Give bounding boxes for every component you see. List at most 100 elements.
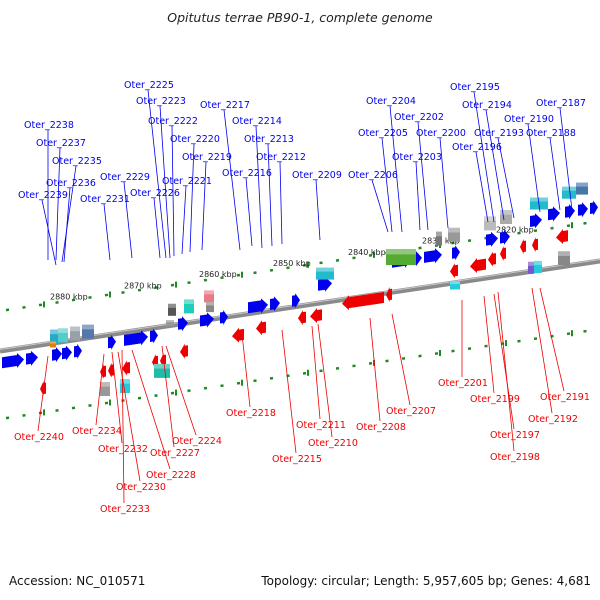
feature-block-sheen <box>528 261 534 266</box>
feature-block <box>484 216 496 231</box>
reverse-label-leader <box>165 345 197 436</box>
feature-block-sheen <box>448 227 460 233</box>
feature-block <box>558 251 570 266</box>
reverse-label-leader <box>311 325 321 420</box>
reverse-gene-label: Oter_2215 <box>272 454 322 465</box>
forward-label-leader <box>123 181 133 259</box>
reverse-gene-arrow <box>298 310 306 326</box>
forward-gene-label: Oter_2203 <box>392 152 442 163</box>
forward-gene-arrow <box>124 330 148 346</box>
feature-block-sheen <box>530 197 548 202</box>
tick-label-kbp: 2870 kbp <box>124 281 162 290</box>
forward-gene-arrow <box>220 310 228 326</box>
forward-gene-label: Oter_2202 <box>394 112 444 123</box>
reverse-label-leader <box>493 293 515 430</box>
forward-gene-arrow <box>292 293 300 309</box>
reverse-gene-arrow <box>342 291 384 311</box>
feature-block <box>184 299 194 314</box>
forward-gene-arrow <box>318 276 332 292</box>
forward-gene-label: Oter_2236 <box>46 178 96 189</box>
page-title: Opitutus terrae PB90-1, complete genome <box>167 10 433 25</box>
feature-block-sheen <box>82 324 94 330</box>
forward-label-leader <box>497 137 515 219</box>
forward-gene-label: Oter_2194 <box>462 100 512 111</box>
feature-block <box>154 363 170 378</box>
feature-block-sheen <box>120 379 130 384</box>
feature-block-sheen <box>534 260 542 265</box>
reverse-label-leader <box>391 313 411 406</box>
forward-gene-label: Oter_2223 <box>136 96 186 107</box>
feature-block <box>436 231 442 246</box>
reverse-gene-label: Oter_2224 <box>172 436 222 447</box>
reverse-gene-arrow <box>500 245 506 261</box>
forward-label-leader <box>159 105 171 259</box>
reverse-gene-label: Oter_2218 <box>226 408 276 419</box>
forward-gene-arrow <box>424 248 442 264</box>
forward-gene-arrow <box>565 204 575 220</box>
forward-gene-label: Oter_2239 <box>18 190 68 201</box>
reverse-label-leader <box>131 349 171 470</box>
forward-label-leader <box>485 109 505 221</box>
feature-block-sheen <box>168 303 176 308</box>
reverse-label-leader <box>369 317 381 422</box>
forward-label-leader <box>255 125 263 249</box>
forward-gene-label: Oter_2229 <box>100 172 150 183</box>
forward-label-leader <box>189 143 195 253</box>
forward-label-leader <box>381 137 393 233</box>
forward-label-leader <box>181 185 187 255</box>
forward-gene-arrow <box>108 334 116 350</box>
feature-block-sheen <box>50 341 56 344</box>
feature-block <box>168 303 176 316</box>
forward-gene-label: Oter_2200 <box>416 128 466 139</box>
forward-gene-label: Oter_2235 <box>52 156 102 167</box>
forward-label-leader <box>527 123 541 213</box>
reverse-gene-arrow <box>386 287 392 303</box>
feature-block <box>534 260 542 273</box>
forward-gene-arrow <box>248 298 268 314</box>
feature-block-sheen <box>50 329 62 335</box>
feature-block-sheen <box>58 328 68 333</box>
forward-label-leader <box>267 143 273 247</box>
forward-gene-label: Oter_2214 <box>232 116 282 127</box>
forward-gene-label: Oter_2225 <box>124 80 174 91</box>
forward-label-leader <box>171 125 175 257</box>
feature-block <box>166 320 174 327</box>
feature-block <box>562 186 576 199</box>
reverse-gene-label: Oter_2191 <box>540 392 590 403</box>
reverse-gene-label: Oter_2192 <box>528 414 578 425</box>
feature-block-sheen <box>206 302 214 306</box>
reverse-label-leader <box>161 345 175 448</box>
feature-block-sheen <box>450 281 460 285</box>
forward-gene-label: Oter_2216 <box>222 168 272 179</box>
forward-gene-arrow <box>62 345 72 361</box>
forward-label-leader <box>475 151 489 223</box>
reverse-label-leader <box>121 349 125 504</box>
feature-block <box>450 281 460 290</box>
reverse-gene-arrow <box>122 360 130 376</box>
reverse-gene-label: Oter_2201 <box>438 378 488 389</box>
forward-gene-label: Oter_2204 <box>366 96 416 107</box>
forward-gene-label: Oter_2190 <box>504 114 554 125</box>
reverse-label-leader <box>281 329 297 454</box>
tick-label-kbp: 2840 kbp <box>348 248 386 257</box>
reverse-gene-arrow <box>256 320 266 336</box>
feature-block <box>206 302 214 313</box>
genome-stats: Topology: circular; Length: 5,957,605 bp… <box>261 574 591 588</box>
forward-gene-label: Oter_2226 <box>130 188 180 199</box>
reverse-gene-label: Oter_2210 <box>308 438 358 449</box>
forward-gene-label: Oter_2195 <box>450 82 500 93</box>
genome-backbone <box>0 258 600 354</box>
forward-gene-arrow <box>74 343 82 359</box>
reverse-gene-label: Oter_2208 <box>356 422 406 433</box>
forward-gene-label: Oter_2237 <box>36 138 86 149</box>
feature-block <box>70 326 80 341</box>
reverse-gene-arrow <box>556 229 568 245</box>
forward-gene-arrow <box>500 229 510 245</box>
feature-block-sheen <box>500 210 512 215</box>
feature-block <box>316 267 334 280</box>
feature-block <box>528 261 534 274</box>
reverse-gene-label: Oter_2240 <box>14 432 64 443</box>
reverse-gene-label: Oter_2227 <box>150 448 200 459</box>
reverse-gene-arrow <box>532 237 538 253</box>
